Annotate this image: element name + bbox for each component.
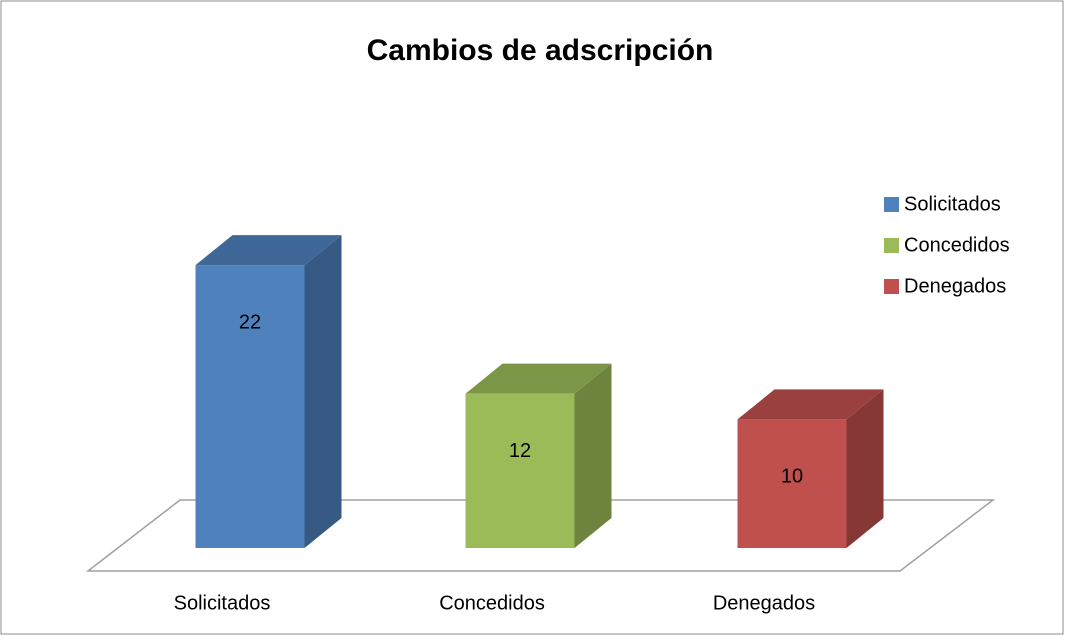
x-tick-label: Solicitados (174, 592, 271, 614)
bar-top (195, 235, 342, 266)
x-tick-label: Denegados (713, 592, 815, 614)
chart-title: Cambios de adscripción (367, 34, 714, 67)
bar (195, 265, 305, 548)
bar (737, 419, 847, 548)
x-tick-label: Concedidos (439, 592, 545, 614)
value-label: 10 (781, 466, 803, 488)
value-label: 12 (509, 440, 531, 462)
value-label: 22 (239, 311, 261, 333)
bar-side (304, 235, 342, 548)
legend-label: Concedidos (904, 234, 1010, 256)
legend-swatch (884, 279, 899, 294)
bar-top (465, 363, 612, 394)
bar-side (574, 363, 612, 548)
legend-swatch (884, 238, 899, 253)
legend-label: Denegados (904, 275, 1006, 297)
legend-label: Solicitados (904, 193, 1001, 215)
bar-side (846, 389, 884, 548)
legend-swatch (884, 197, 899, 212)
bar (465, 393, 575, 548)
bar-top (737, 389, 884, 420)
